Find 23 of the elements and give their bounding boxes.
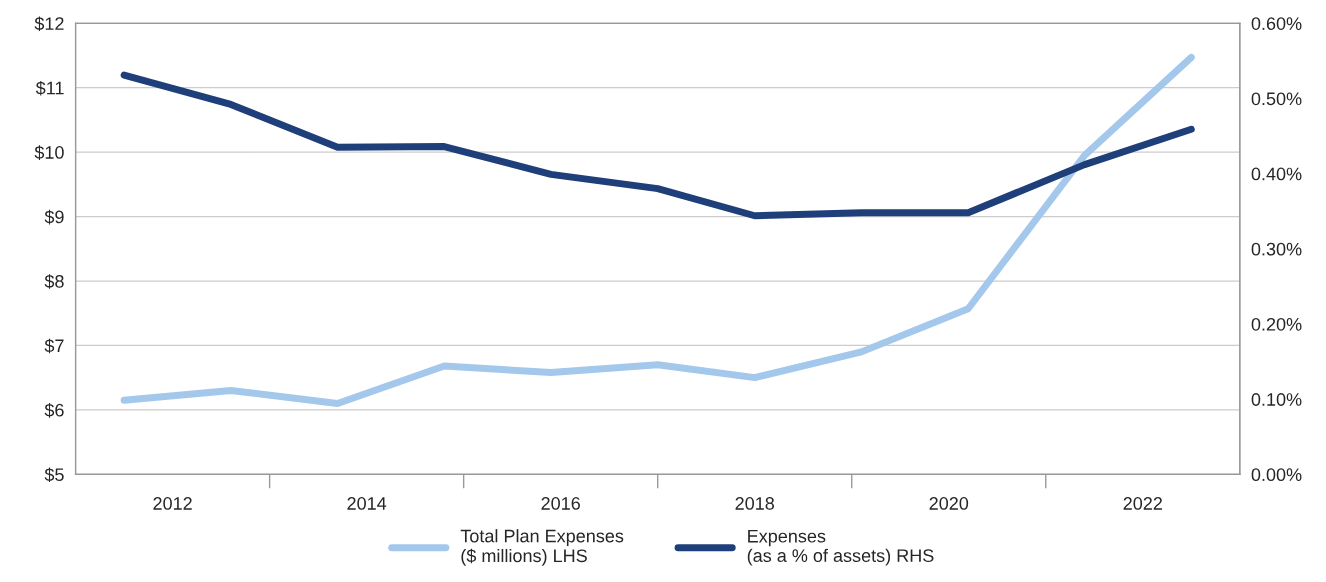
x-tick-label: 2022: [1123, 497, 1162, 510]
y2-tick-label: 0.60%: [1251, 17, 1302, 30]
y2-tick-label: 0.10%: [1251, 393, 1302, 406]
x-tick-label: 2014: [347, 497, 387, 510]
y-tick-label: $10: [34, 145, 64, 160]
y-tick-label: $5: [44, 467, 64, 483]
legend-label: Expenses (as a % of assets) RHS: [747, 529, 934, 566]
y2-tick-label: 0.30%: [1251, 242, 1302, 256]
y2-tick-label: 0.50%: [1251, 92, 1302, 106]
legend-label: Total Plan Expenses ($ millions) LHS: [460, 529, 624, 566]
x-tick-label: 2016: [541, 497, 580, 510]
x-tick-label: 2020: [929, 497, 969, 510]
y-tick-label: $7: [44, 338, 64, 354]
x-tick-label: 2012: [153, 497, 192, 510]
y2-tick-label: 0.20%: [1251, 317, 1302, 331]
y-tick-label: $8: [44, 274, 64, 289]
y-tick-label: $12: [34, 16, 64, 32]
y2-tick-label: 0.00%: [1251, 468, 1302, 482]
y-tick-label: $6: [44, 403, 64, 418]
y-tick-label: $9: [44, 209, 64, 225]
y2-tick-label: 0.40%: [1251, 167, 1302, 181]
y-tick-label: $11: [35, 80, 64, 96]
x-tick-label: 2018: [735, 497, 775, 510]
